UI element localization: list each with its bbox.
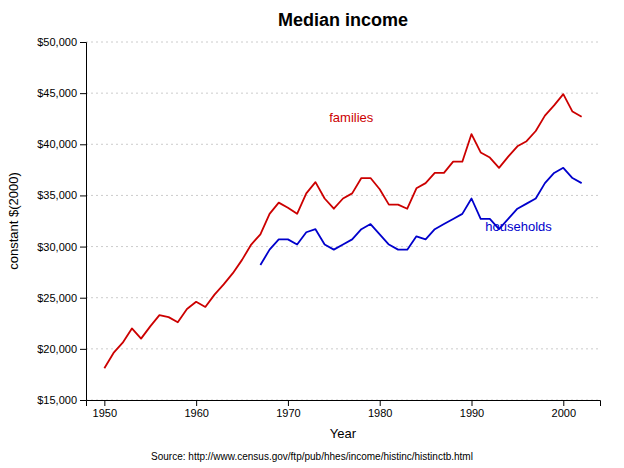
x-tick-mark <box>380 400 381 406</box>
y-tick: $20,000 <box>37 343 86 355</box>
x-tick: 1960 <box>184 400 208 419</box>
x-tick-label: 1990 <box>460 407 484 419</box>
annotations: families households <box>329 110 552 234</box>
grid-line <box>86 93 600 94</box>
grid-line <box>86 42 600 43</box>
y-tick: $50,000 <box>37 36 86 48</box>
y-tick-mark <box>80 247 86 248</box>
y-tick: $40,000 <box>37 138 86 150</box>
x-tick-mark <box>472 400 473 406</box>
y-tick-mark <box>80 349 86 350</box>
y-tick: $45,000 <box>37 87 86 99</box>
y-tick-label: $35,000 <box>37 189 77 201</box>
source: Source: http://www.census.gov/ftp/pub/hh… <box>151 451 473 462</box>
x-tick-label: 2000 <box>552 407 576 419</box>
x-tick-mark <box>563 400 564 406</box>
series-line <box>260 168 581 265</box>
y-tick-mark <box>80 42 86 43</box>
x-axis: 1950 1960 1970 1980 1990 2000 <box>87 400 601 419</box>
x-tick: 1950 <box>93 400 117 419</box>
grid-line <box>86 195 600 196</box>
y-tick-label: $50,000 <box>37 36 77 48</box>
y-axis: $15,000 $20,000 $25,000 $30,000 $35,000 $40,0… <box>37 36 86 406</box>
y-axis-title: constant $(2000) <box>6 172 21 270</box>
x-tick-label: 1960 <box>184 407 208 419</box>
x-tick-mark <box>196 400 197 406</box>
x-tick-label: 1980 <box>368 407 392 419</box>
y-tick-label: $15,000 <box>37 394 77 406</box>
y-axis-line <box>80 43 87 401</box>
chart: 1950 1960 1970 1980 1990 2000 $15,000 $20,000 $2… <box>0 0 624 468</box>
x-tick-label: 1950 <box>93 407 117 419</box>
grid-line <box>86 246 600 247</box>
x-tick: 1990 <box>460 400 484 419</box>
plot-area <box>104 94 581 368</box>
y-tick-label: $30,000 <box>37 241 77 253</box>
y-tick: $15,000 <box>37 394 86 406</box>
y-tick-label: $20,000 <box>37 343 77 355</box>
y-tick-mark <box>80 144 86 145</box>
y-tick: $30,000 <box>37 241 86 253</box>
x-tick: 2000 <box>552 400 576 419</box>
x-tick: 1980 <box>368 400 392 419</box>
x-tick: 1970 <box>276 400 300 419</box>
grid <box>86 42 600 400</box>
y-tick-label: $25,000 <box>37 292 77 304</box>
y-tick-mark <box>80 400 86 401</box>
title: Median income <box>278 10 408 30</box>
grid-line <box>86 348 600 349</box>
series-line <box>104 94 581 368</box>
y-tick-label: $40,000 <box>37 138 77 150</box>
x-tick-label: 1970 <box>276 407 300 419</box>
x-tick-mark <box>288 400 289 406</box>
y-tick: $25,000 <box>37 292 86 304</box>
annotation: households <box>485 219 552 234</box>
x-tick-mark <box>104 400 105 406</box>
y-tick-mark <box>80 195 86 196</box>
grid-line <box>86 297 600 298</box>
x-axis-title: Year <box>330 426 357 441</box>
x-axis-line <box>87 401 601 407</box>
annotation: families <box>329 110 374 125</box>
y-tick: $35,000 <box>37 189 86 201</box>
y-tick-mark <box>80 93 86 94</box>
y-tick-mark <box>80 298 86 299</box>
y-tick-label: $45,000 <box>37 87 77 99</box>
